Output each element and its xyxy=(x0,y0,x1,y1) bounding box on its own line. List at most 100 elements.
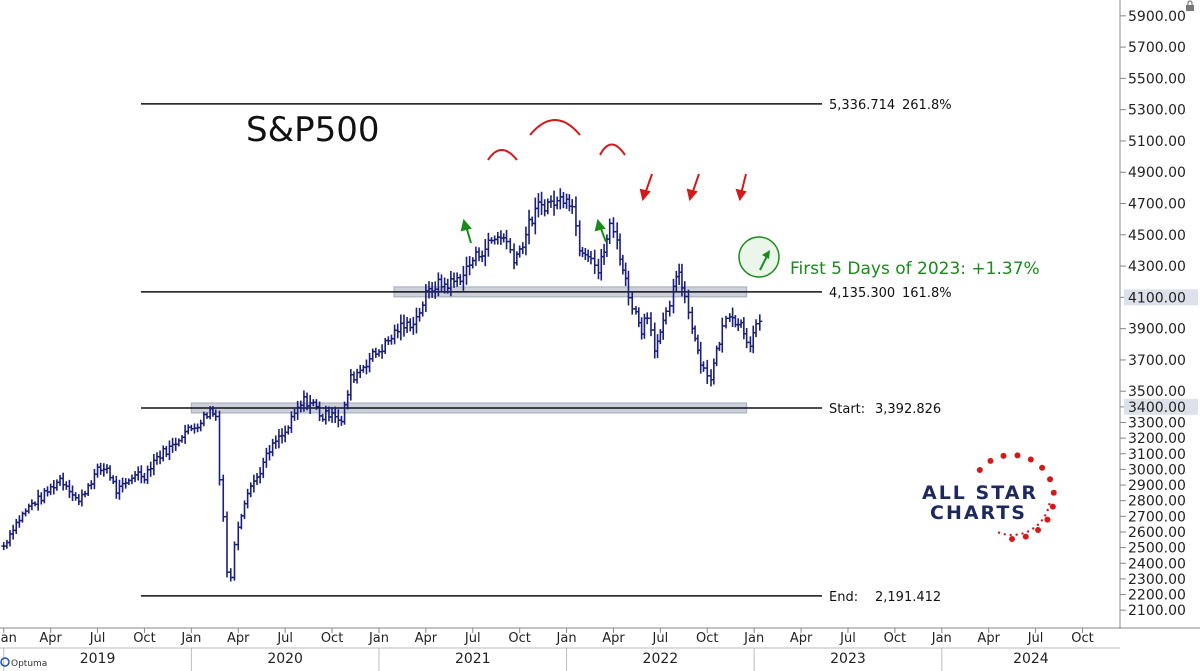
optuma-label: Optuma xyxy=(11,659,47,669)
y-tick-highlight xyxy=(1124,289,1198,306)
logo-line-1: ALL STAR xyxy=(922,482,1038,504)
logo-star xyxy=(1039,464,1046,471)
first-5-days-annotation: First 5 Days of 2023: +1.37% xyxy=(790,259,1040,279)
all-star-charts-logo: ALL STAR CHARTS xyxy=(922,452,1057,542)
level-percent: 161.8% xyxy=(902,286,952,301)
level-value: 2,191.412 xyxy=(875,590,941,605)
x-tick-label: Jan xyxy=(931,631,952,646)
y-tick-label: 3300.00 xyxy=(1128,415,1186,431)
level-value: 5,336.714 xyxy=(829,98,895,113)
green-arrow-3-head xyxy=(762,250,770,259)
level-label: Start: xyxy=(829,402,865,417)
y-tick-label: 2200.00 xyxy=(1128,588,1186,604)
logo-star xyxy=(1009,536,1015,542)
logo-dot xyxy=(1015,533,1018,536)
green-arrow-2-head xyxy=(594,218,606,232)
green-arrow-1-head xyxy=(460,218,472,232)
level-value: 3,392.826 xyxy=(875,402,941,417)
logo-star xyxy=(1027,456,1034,463)
y-axis-ticks: 2100.002200.002300.002400.002500.002600.… xyxy=(1120,9,1198,619)
y-tick-label: 3700.00 xyxy=(1128,353,1186,369)
logo-dot xyxy=(1048,503,1051,506)
logo-dot xyxy=(1044,514,1047,517)
y-tick-label: 3100.00 xyxy=(1128,447,1186,463)
y-tick-label: 2300.00 xyxy=(1128,572,1186,588)
logo-dot xyxy=(1036,523,1040,526)
y-tick-label: 2800.00 xyxy=(1128,494,1186,510)
logo-star xyxy=(1035,526,1042,533)
y-tick-label: 2400.00 xyxy=(1128,556,1186,572)
y-tick-label: 4700.00 xyxy=(1128,197,1186,213)
logo-star xyxy=(976,467,983,474)
chart-title: S&P500 xyxy=(246,110,380,150)
y-tick-label: 3900.00 xyxy=(1128,322,1186,338)
y-tick-label: 2700.00 xyxy=(1128,509,1186,525)
x-tick-label: Apr xyxy=(415,631,438,646)
x-tick-label: Jul xyxy=(276,631,293,646)
level-label: End: xyxy=(829,590,858,605)
y-tick-label: 5500.00 xyxy=(1128,71,1186,87)
x-tick-label: Jan xyxy=(743,631,764,646)
x-tick-label: Oct xyxy=(696,631,718,646)
y-tick-label: 2500.00 xyxy=(1128,541,1186,557)
logo-star xyxy=(1050,489,1057,496)
x-axis-ticks: an Apr Jul Oct Jan Apr Jul Oct Jan Apr Jul Oct Jan Ap… xyxy=(1,628,1094,646)
logo-star-arc xyxy=(976,452,1057,542)
logo-star xyxy=(1049,503,1056,510)
red-arrow-3-head xyxy=(735,188,747,202)
arc-top-1 xyxy=(487,149,518,161)
x-tick-label: Oct xyxy=(321,631,343,646)
y-tick-label: 4500.00 xyxy=(1128,228,1186,244)
green-arrows xyxy=(460,218,607,244)
x-tick-label: Apr xyxy=(790,631,813,646)
lock-icon xyxy=(1186,0,1194,11)
y-tick-label: 3500.00 xyxy=(1128,384,1186,400)
logo-dot xyxy=(1040,519,1044,522)
y-tick-highlight xyxy=(1124,398,1198,415)
first-5-days-marker xyxy=(738,236,780,278)
x-tick-label: Apr xyxy=(227,631,250,646)
level-percent: 261.8% xyxy=(902,98,952,113)
red-arrow-1-head xyxy=(639,188,651,202)
x-tick-label: Oct xyxy=(884,631,906,646)
x-tick-label: Jul xyxy=(89,631,106,646)
y-tick-label: 4100.00 xyxy=(1128,290,1186,306)
y-tick-label: 5300.00 xyxy=(1128,103,1186,119)
logo-dot xyxy=(1003,533,1006,536)
optuma-branding: Optuma xyxy=(0,657,47,669)
y-tick-label: 5700.00 xyxy=(1128,40,1186,56)
green-arrow-3 xyxy=(759,255,768,271)
year-label: 2020 xyxy=(267,651,303,667)
year-labels: 2019 2020 2021 2022 2023 2024 xyxy=(3,648,1049,671)
logo-dot xyxy=(1026,530,1030,533)
logo-dot xyxy=(1021,532,1024,535)
highlight-circle xyxy=(738,236,780,278)
x-tick-label: Jul xyxy=(652,631,669,646)
y-tick-label: 2900.00 xyxy=(1128,478,1186,494)
y-tick-label: 2100.00 xyxy=(1128,603,1186,619)
annotation-arcs xyxy=(487,119,626,161)
x-tick-label: Jan xyxy=(368,631,389,646)
x-tick-label: Oct xyxy=(133,631,155,646)
plot-area xyxy=(0,0,1120,628)
x-tick-label: Apr xyxy=(977,631,1000,646)
year-label: 2022 xyxy=(643,651,679,667)
y-tick-label: 5100.00 xyxy=(1128,134,1186,150)
year-label: 2024 xyxy=(1013,651,1049,667)
y-tick-label: 3200.00 xyxy=(1128,431,1186,447)
optuma-icon xyxy=(0,657,10,667)
logo-star xyxy=(1000,452,1007,459)
x-tick-label: Jul xyxy=(1027,631,1044,646)
logo-dot xyxy=(1009,533,1012,537)
x-tick-label: Apr xyxy=(602,631,625,646)
x-tick-label: Jan xyxy=(556,631,577,646)
price-bars xyxy=(1,188,763,582)
y-tick-label: 4300.00 xyxy=(1128,259,1186,275)
arc-top-2 xyxy=(529,119,581,136)
x-tick-label: Jul xyxy=(464,631,481,646)
logo-star xyxy=(1014,452,1021,459)
y-tick-label: 3400.00 xyxy=(1128,400,1186,416)
red-arrow-2-head xyxy=(686,188,698,202)
x-tick-label: Jan xyxy=(180,631,201,646)
